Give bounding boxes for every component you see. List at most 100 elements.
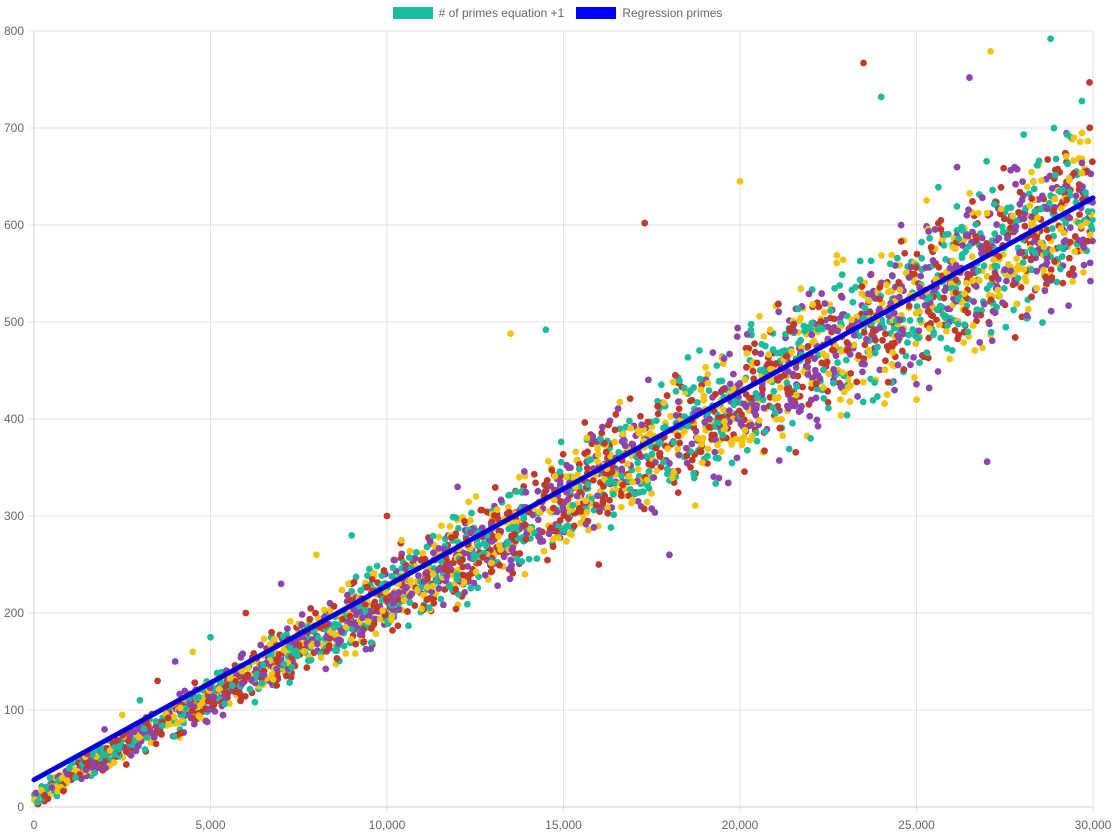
data-point [1030, 185, 1038, 193]
data-point [468, 509, 475, 517]
data-point [995, 275, 1002, 283]
data-point [709, 349, 717, 357]
data-point [1080, 244, 1088, 251]
data-point [779, 432, 787, 440]
data-point [1065, 302, 1072, 310]
data-point [115, 745, 123, 753]
data-point [303, 664, 311, 672]
data-point [411, 602, 419, 609]
data-point [935, 321, 943, 329]
data-point [618, 465, 626, 473]
data-point [237, 654, 245, 661]
data-point [505, 491, 512, 499]
data-point [656, 450, 663, 458]
data-point [1058, 253, 1066, 260]
data-point [406, 547, 414, 555]
data-point [867, 257, 875, 265]
data-point [843, 411, 851, 419]
data-point [339, 615, 346, 623]
data-point [1016, 200, 1024, 208]
data-point [812, 394, 820, 402]
data-point [619, 430, 627, 438]
data-point [1045, 234, 1052, 242]
data-point [1089, 237, 1096, 245]
data-point [827, 314, 834, 322]
data-point [819, 366, 827, 374]
data-point [923, 197, 931, 204]
data-point [625, 472, 633, 480]
data-point [900, 366, 908, 373]
data-point [675, 451, 683, 459]
data-point [834, 327, 842, 335]
data-point [361, 606, 369, 614]
data-point [189, 648, 197, 656]
data-point [1001, 266, 1009, 274]
data-point [832, 352, 840, 359]
data-point [525, 555, 533, 563]
data-point [272, 656, 280, 663]
data-point [671, 371, 679, 379]
data-point [226, 675, 234, 682]
data-point [1003, 277, 1010, 285]
data-point [625, 417, 633, 425]
data-point [548, 466, 556, 474]
data-point [405, 622, 412, 630]
data-point [883, 281, 890, 289]
data-point [344, 591, 351, 599]
data-point [720, 426, 728, 434]
data-point [134, 742, 142, 750]
data-point [867, 271, 874, 279]
data-point [1016, 188, 1024, 196]
data-point [1043, 226, 1051, 234]
data-point [91, 769, 99, 777]
data-point [1000, 215, 1008, 223]
data-point [858, 290, 866, 297]
data-point [359, 614, 366, 622]
data-point [340, 642, 348, 650]
data-point [775, 457, 783, 464]
data-point [140, 725, 148, 732]
data-point [696, 347, 703, 354]
data-point [288, 663, 296, 671]
data-point [1082, 219, 1090, 227]
data-point [872, 336, 879, 344]
data-point [667, 412, 675, 420]
data-point [472, 568, 480, 576]
data-point [684, 422, 692, 430]
data-point [973, 317, 980, 325]
data-point [614, 405, 622, 413]
data-point [853, 378, 861, 386]
data-point [258, 671, 266, 679]
data-point [645, 484, 653, 492]
data-point [1010, 306, 1018, 314]
data-point [742, 363, 750, 371]
data-point [820, 384, 827, 391]
data-point [617, 503, 625, 511]
data-point [221, 700, 229, 708]
data-point [921, 301, 929, 309]
data-point [823, 358, 831, 366]
data-point [1057, 265, 1064, 273]
data-point [751, 340, 758, 348]
data-point [223, 689, 230, 697]
data-point [283, 625, 291, 633]
data-point [733, 454, 741, 462]
data-point [642, 452, 650, 460]
data-point [1076, 211, 1083, 219]
data-point [325, 642, 333, 650]
data-point [1078, 129, 1086, 137]
data-point [599, 500, 607, 507]
data-point [611, 438, 619, 446]
data-point [616, 398, 624, 406]
data-point [260, 635, 268, 643]
data-point [211, 707, 219, 715]
data-point [711, 390, 719, 398]
data-point [596, 435, 604, 443]
data-point [270, 636, 278, 643]
data-point [849, 298, 857, 306]
data-point [663, 392, 671, 400]
data-point [445, 582, 453, 590]
legend-item-regression[interactable]: Regression primes [576, 6, 722, 20]
data-point [219, 711, 227, 719]
legend-item-primes[interactable]: # of primes equation +1 [392, 6, 564, 20]
